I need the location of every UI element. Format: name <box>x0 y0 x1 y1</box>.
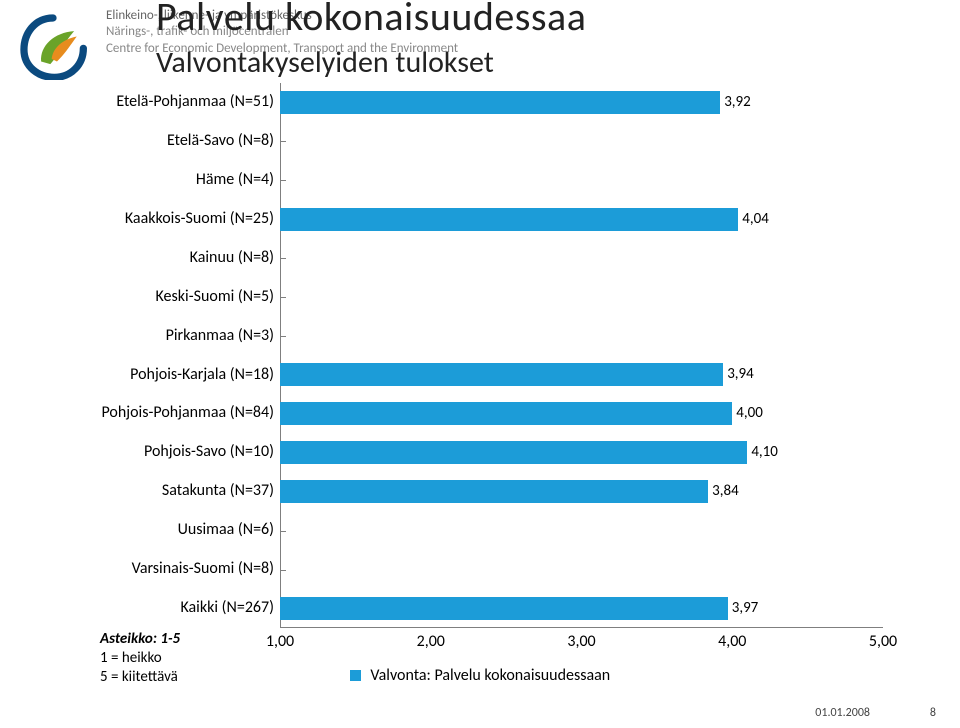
x-tick-label: 5,00 <box>869 632 897 651</box>
scale-line-1: 1 = heikko <box>100 649 180 668</box>
bar <box>280 597 728 620</box>
category-label: Etelä-Savo (N=8) <box>14 122 274 161</box>
bar-row: 3,94 <box>280 356 883 395</box>
x-tick-label: 1,00 <box>266 632 294 651</box>
slide-title-line1: Palvelu kokonaisuudessaa <box>156 0 586 41</box>
bar-row: 4,04 <box>280 200 883 239</box>
page: Elinkeino-, liikenne- ja ympäristökeskus… <box>0 0 960 728</box>
footer-page: 8 <box>930 706 936 720</box>
scale-note: Asteikko: 1-5 1 = heikko 5 = kiitettävä <box>100 630 180 686</box>
bar-value-label: 4,00 <box>732 402 763 425</box>
bar <box>280 441 747 464</box>
y-tick <box>281 180 286 181</box>
category-label: Häme (N=4) <box>14 161 274 200</box>
category-label: Pohjois-Pohjanmaa (N=84) <box>14 394 274 433</box>
y-tick <box>281 258 286 259</box>
category-label: Pohjois-Karjala (N=18) <box>14 356 274 395</box>
category-label: Kaikki (N=267) <box>14 589 274 628</box>
bar-row: 3,92 <box>280 83 883 122</box>
y-tick <box>281 297 286 298</box>
category-label: Keski-Suomi (N=5) <box>14 278 274 317</box>
legend-swatch <box>350 670 361 681</box>
category-label: Varsinais-Suomi (N=8) <box>14 550 274 589</box>
y-tick <box>281 141 286 142</box>
bar <box>280 402 732 425</box>
bar-row: 3,84 <box>280 472 883 511</box>
bar <box>280 208 738 231</box>
footer-date: 01.01.2008 <box>815 706 870 720</box>
category-label: Etelä-Pohjanmaa (N=51) <box>14 83 274 122</box>
bar-value-label: 4,10 <box>747 441 778 464</box>
category-label: Kaakkois-Suomi (N=25) <box>14 200 274 239</box>
chart: 3,92 4,04 3,94 4,00 4,10 3,84 3,97 <box>280 83 883 628</box>
x-tick-label: 4,00 <box>718 632 746 651</box>
bar-value-label: 3,92 <box>720 91 751 114</box>
category-label: Satakunta (N=37) <box>14 472 274 511</box>
category-label: Pirkanmaa (N=3) <box>14 317 274 356</box>
scale-line-2: 5 = kiitettävä <box>100 668 180 687</box>
bar-value-label: 3,97 <box>728 597 759 620</box>
bar-row: 3,97 <box>280 589 883 628</box>
y-tick <box>281 531 286 532</box>
bar-value-label: 3,84 <box>708 480 739 503</box>
bar-value-label: 3,94 <box>723 363 754 386</box>
y-tick <box>281 570 286 571</box>
scale-header: Asteikko: 1-5 <box>100 630 180 649</box>
x-tick-label: 2,00 <box>417 632 445 651</box>
bar <box>280 480 708 503</box>
slide-title-line2: Valvontakyselyiden tulokset <box>156 44 494 81</box>
bar-row: 4,00 <box>280 394 883 433</box>
category-label: Uusimaa (N=6) <box>14 511 274 550</box>
x-tick-label: 3,00 <box>567 632 595 651</box>
category-label: Pohjois-Savo (N=10) <box>14 433 274 472</box>
legend-label: Valvonta: Palvelu kokonaisuudessaan <box>370 666 610 685</box>
bar-value-label: 4,04 <box>738 208 769 231</box>
y-tick <box>281 336 286 337</box>
logo <box>14 14 92 80</box>
bar <box>280 91 720 114</box>
category-label: Kainuu (N=8) <box>14 239 274 278</box>
bar <box>280 363 723 386</box>
bar-row: 4,10 <box>280 433 883 472</box>
